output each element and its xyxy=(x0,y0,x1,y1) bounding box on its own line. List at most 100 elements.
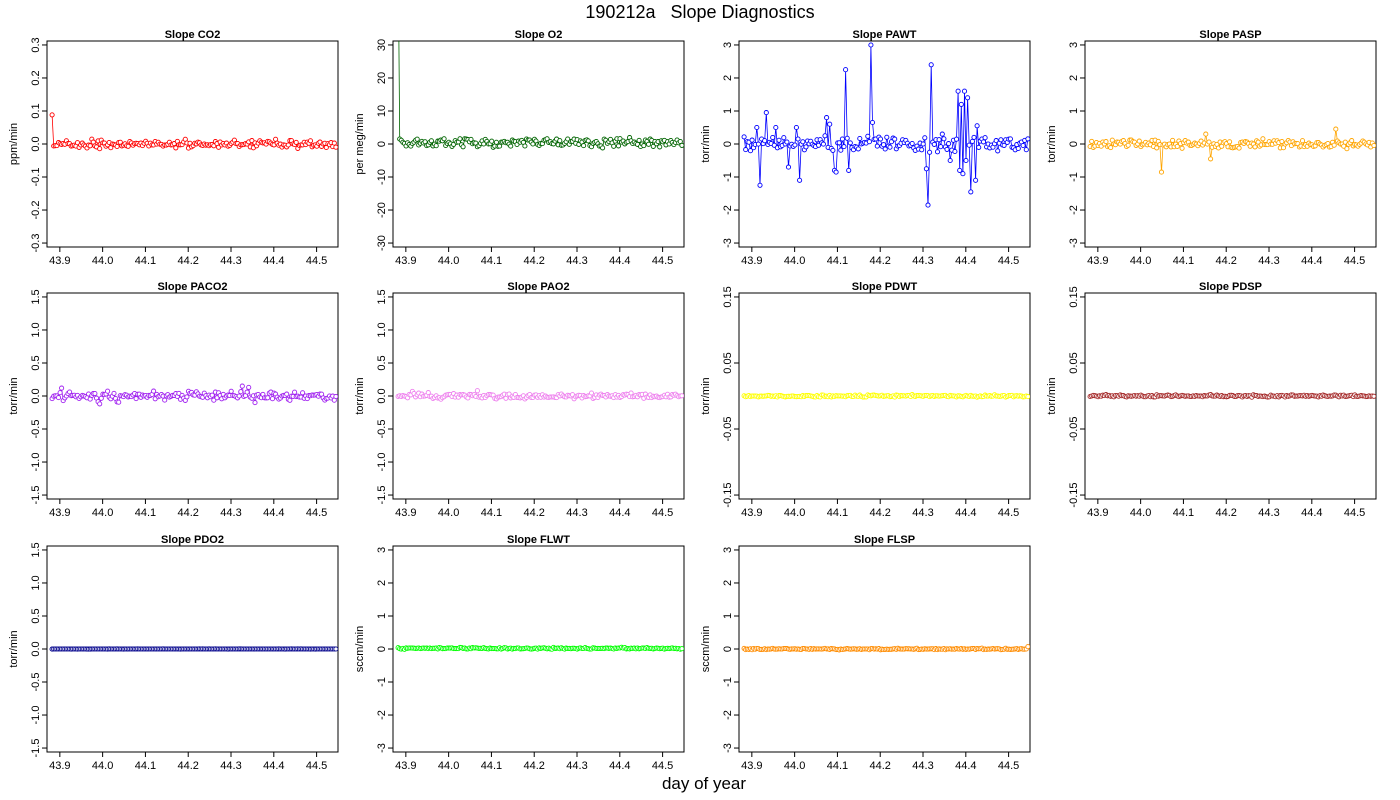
y-tick-label: -1 xyxy=(376,677,388,687)
data-point xyxy=(939,131,945,137)
data-point xyxy=(857,135,863,142)
data-point xyxy=(530,141,536,147)
data-point xyxy=(679,142,684,148)
data-point xyxy=(763,110,769,116)
panel-slope-flsp: Slope FLSP 43.9 44.0 44.1 44.2 44.3 44.4 44.5 -3… xyxy=(700,534,1031,772)
y-tick-label: -20 xyxy=(376,202,388,218)
data-point xyxy=(936,137,942,143)
y-tick-label: 1.0 xyxy=(30,322,42,337)
data-point xyxy=(755,141,761,147)
data-point xyxy=(797,177,803,183)
y-tick-label: -1.5 xyxy=(376,486,388,505)
data-point xyxy=(741,134,747,140)
data-point xyxy=(522,143,528,149)
x-tick-label: 44.5 xyxy=(306,507,327,519)
x-tick-label: 44.5 xyxy=(652,507,673,519)
data-point xyxy=(650,143,656,149)
y-tick-label: -1.5 xyxy=(30,486,42,505)
y-axis-label: torr/min xyxy=(1046,125,1058,162)
data-point xyxy=(292,389,298,395)
x-tick-label: 44.5 xyxy=(998,760,1019,772)
data-point xyxy=(980,139,987,145)
x-tick-label: 44.4 xyxy=(609,255,630,267)
x-tick-label: 44.2 xyxy=(524,507,545,519)
data-point xyxy=(993,138,999,144)
data-point xyxy=(333,393,338,400)
x-tick-label: 43.9 xyxy=(741,507,762,519)
x-tick-label: 44.2 xyxy=(1216,255,1237,267)
x-tick-label: 44.5 xyxy=(652,760,673,772)
x-tick-label: 44.1 xyxy=(1173,507,1194,519)
data-point xyxy=(331,140,337,146)
panel-title: Slope FLWT xyxy=(507,534,570,546)
x-tick-label: 44.0 xyxy=(1130,507,1151,519)
y-tick-label: 0.0 xyxy=(30,136,42,151)
y-tick-label: -2 xyxy=(376,710,388,720)
data-point xyxy=(1103,139,1109,145)
data-point xyxy=(428,138,434,144)
data-point xyxy=(1001,142,1007,148)
data-point xyxy=(588,390,595,396)
data-point xyxy=(97,146,103,152)
data-point xyxy=(881,142,887,148)
y-tick-label: 1.0 xyxy=(30,575,42,590)
y-tick-label: -2 xyxy=(722,710,734,720)
x-tick-label: 44.0 xyxy=(784,760,805,772)
series-line xyxy=(1089,129,1375,173)
y-tick-label: 0.2 xyxy=(30,70,42,85)
y-tick-label: 1 xyxy=(1068,108,1080,114)
panel-slope-co2: Slope CO2 43.9 44.0 44.1 44.2 44.3 44.4 44.5 -0.… xyxy=(8,29,339,267)
y-tick-label: 0 xyxy=(1068,141,1080,147)
data-point xyxy=(847,140,853,146)
data-point xyxy=(833,169,839,175)
y-tick-label: -3 xyxy=(376,743,388,753)
y-tick-label: -0.5 xyxy=(30,673,42,692)
y-tick-label: 2 xyxy=(722,580,734,586)
x-tick-label: 44.4 xyxy=(955,507,976,519)
data-point xyxy=(209,392,215,398)
panel-title: Slope PACO2 xyxy=(157,281,227,293)
y-tick-label: 0.15 xyxy=(1068,286,1080,307)
y-axis-label: torr/min xyxy=(700,125,712,162)
y-tick-label: 0 xyxy=(722,646,734,652)
y-tick-label: 0 xyxy=(722,141,734,147)
x-tick-label: 44.2 xyxy=(870,507,891,519)
data-point xyxy=(611,143,617,149)
x-tick-label: 44.1 xyxy=(135,760,156,772)
y-tick-label: -0.05 xyxy=(1068,416,1080,441)
data-series xyxy=(395,644,684,652)
data-point xyxy=(838,147,844,153)
data-point xyxy=(133,396,139,402)
y-tick-label: 0.5 xyxy=(30,608,42,623)
data-point xyxy=(865,133,871,139)
data-point xyxy=(307,138,314,144)
data-point xyxy=(641,143,647,149)
data-point xyxy=(966,142,972,148)
y-tick-label: 1 xyxy=(376,613,388,619)
panel-slope-paco2: Slope PACO2 43.9 44.0 44.1 44.2 44.3 44.4 44.5 -… xyxy=(8,281,339,519)
x-tick-label: 44.4 xyxy=(609,760,630,772)
data-point xyxy=(269,396,276,402)
data-point xyxy=(646,141,652,147)
panel-title: Slope PAWT xyxy=(853,29,917,41)
data-point xyxy=(770,134,776,141)
y-tick-label: -1.0 xyxy=(30,453,42,472)
data-point xyxy=(822,133,828,139)
y-tick-label: 0.15 xyxy=(722,286,734,307)
data-point xyxy=(508,143,514,149)
data-point xyxy=(743,147,749,153)
x-tick-label: 44.3 xyxy=(220,760,241,772)
data-point xyxy=(961,88,968,94)
panel-title: Slope PDSP xyxy=(1199,281,1262,293)
y-tick-label: -0.5 xyxy=(376,420,388,439)
data-point xyxy=(615,143,622,149)
data-point xyxy=(333,646,338,652)
data-point xyxy=(995,148,1001,154)
data-series xyxy=(49,383,338,407)
y-tick-label: -1 xyxy=(1068,172,1080,182)
data-point xyxy=(293,139,299,145)
data-point xyxy=(887,144,893,150)
y-tick-label: 1.5 xyxy=(30,542,42,557)
x-tick-label: 44.3 xyxy=(566,507,587,519)
data-point xyxy=(239,383,245,389)
